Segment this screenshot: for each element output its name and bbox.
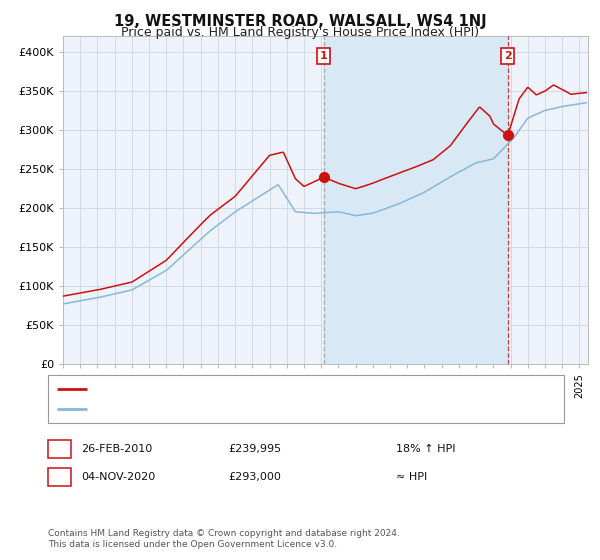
Text: 04-NOV-2020: 04-NOV-2020 [81,472,155,482]
Text: 1: 1 [320,51,328,61]
Text: 2: 2 [56,472,63,482]
Text: £239,995: £239,995 [228,444,281,454]
Text: 18% ↑ HPI: 18% ↑ HPI [396,444,455,454]
Text: 26-FEB-2010: 26-FEB-2010 [81,444,152,454]
Text: £293,000: £293,000 [228,472,281,482]
Text: 2: 2 [504,51,512,61]
Text: 19, WESTMINSTER ROAD, WALSALL, WS4 1NJ (detached house): 19, WESTMINSTER ROAD, WALSALL, WS4 1NJ (… [94,384,441,394]
Text: 19, WESTMINSTER ROAD, WALSALL, WS4 1NJ: 19, WESTMINSTER ROAD, WALSALL, WS4 1NJ [113,14,487,29]
Text: Contains HM Land Registry data © Crown copyright and database right 2024.
This d: Contains HM Land Registry data © Crown c… [48,529,400,549]
Bar [324,36,508,364]
Text: ≈ HPI: ≈ HPI [396,472,427,482]
Text: HPI: Average price, detached house, Walsall: HPI: Average price, detached house, Wals… [94,404,335,414]
Text: 1: 1 [56,444,63,454]
Text: Price paid vs. HM Land Registry's House Price Index (HPI): Price paid vs. HM Land Registry's House … [121,26,479,39]
